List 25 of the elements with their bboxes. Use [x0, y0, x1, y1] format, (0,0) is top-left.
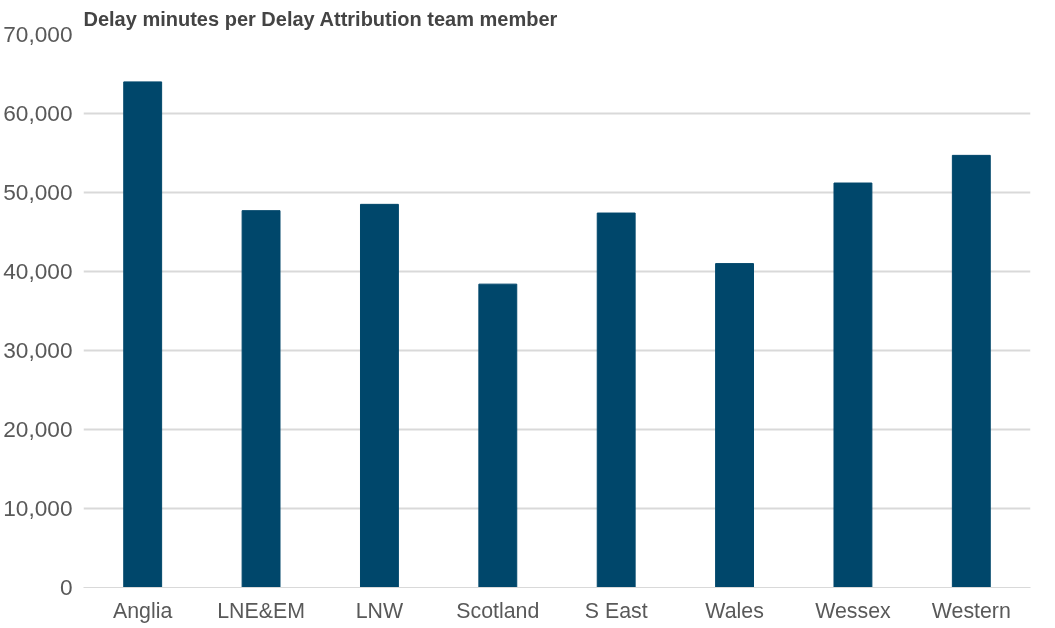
bar	[833, 182, 873, 588]
bar	[715, 263, 754, 588]
bar	[360, 203, 399, 588]
x-tick-label: LNE&EM	[217, 598, 305, 623]
bar	[123, 81, 163, 588]
chart-title: Delay minutes per Delay Attribution team member	[83, 7, 558, 30]
y-tick-label: 70,000	[3, 21, 73, 47]
y-tick-label: 50,000	[3, 179, 73, 205]
x-tick-label: Scotland	[456, 598, 540, 623]
bar	[596, 212, 636, 588]
x-tick-label: S East	[584, 598, 648, 623]
x-tick-label: Wales	[705, 598, 764, 623]
y-tick-label: 60,000	[3, 100, 73, 126]
x-tick-label: Western	[931, 598, 1011, 623]
y-tick-label: 40,000	[3, 258, 73, 284]
bar	[951, 154, 991, 588]
x-tick-label: Wessex	[815, 598, 891, 623]
y-tick-label: 0	[59, 574, 73, 600]
x-tick-label: LNW	[355, 598, 404, 623]
y-tick-label: 20,000	[3, 416, 73, 442]
bar	[478, 283, 518, 588]
bar	[241, 210, 281, 588]
y-tick-label: 30,000	[3, 337, 73, 363]
y-tick-label: 10,000	[3, 495, 73, 521]
x-tick-label: Anglia	[113, 598, 173, 623]
